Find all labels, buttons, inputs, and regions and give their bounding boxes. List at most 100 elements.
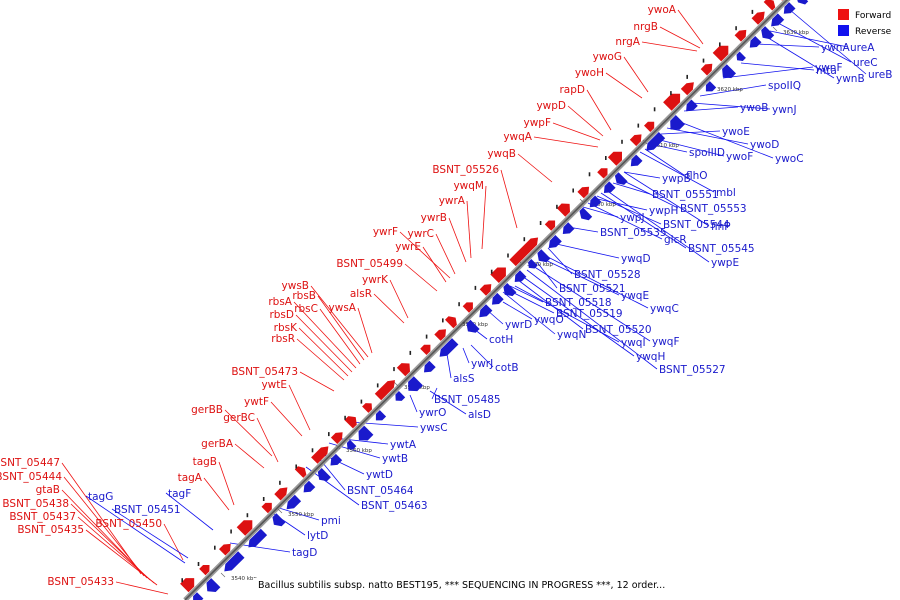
reverse-leader-line [617,177,679,209]
reverse-gene-label: spoIIID [689,147,725,159]
forward-leader-line [605,72,643,99]
reverse-gene-arrow [303,480,316,493]
reverse-gene-label: flhP [711,221,731,233]
forward-leader-line [296,338,345,381]
reverse-gene-label: alsS [453,373,475,385]
reverse-leader-line [596,195,662,225]
forward-gene-label: ywqM [453,180,484,192]
forward-leader-line [224,409,273,457]
reverse-gene-arrow [783,2,796,14]
forward-gene-label: gerBC [223,412,255,424]
feature-marker [393,367,395,372]
reverse-gene-arrow [439,338,459,357]
forward-leader-line [256,417,279,463]
forward-gene-label: ywrB [421,212,447,224]
reverse-gene-arrow [686,99,698,112]
reverse-gene-arrow [537,249,551,263]
reverse-gene-arrow [562,222,575,234]
forward-gene-label: BSNT_05435 [17,524,84,536]
reverse-gene-arrow [375,410,387,421]
forward-leader-line [373,293,405,324]
forward-leader-line [500,169,518,229]
forward-leader-line [422,246,447,283]
forward-leader-line [299,371,335,392]
reverse-gene-label: ywqN [557,329,586,341]
feature-marker [425,334,428,339]
forward-swatch [838,9,849,20]
reverse-gene-label: BSNT_05528 [574,269,641,281]
forward-gene-label: BSNT_05526 [432,164,499,176]
forward-gene-label: ywrC [408,228,434,240]
reverse-gene-arrow [479,304,493,318]
reverse-gene-arrow [797,0,809,5]
forward-gene-label: gtaB [36,484,60,496]
reverse-leader-line [165,492,214,531]
tick-mark [642,139,648,145]
forward-gene-arrow [374,380,395,401]
gene-labels: BSNT_05433 BSNT_05435BSNT_05437BSNT_05438… [0,4,892,588]
reverse-gene-label: ywrJ [471,358,493,370]
forward-gene-arrow [509,237,539,267]
reverse-gene-arrow [722,64,736,79]
reverse-gene-label: cotH [489,334,513,346]
reverse-leader-line [521,275,635,357]
forward-leader-line [298,327,349,377]
tick-mark [220,572,226,578]
feature-marker [262,497,265,501]
forward-gene-arrow [577,186,590,199]
feature-marker [181,578,183,583]
reverse-gene-arrow [603,181,616,193]
forward-gene-label: rbsD [269,309,294,321]
reverse-leader-line [429,390,467,415]
forward-gene-arrow [362,403,372,413]
tick-mark [335,444,341,450]
reverse-leader-line [536,261,558,289]
forward-leader-line [404,263,438,292]
reverse-gene-arrow [424,360,436,373]
forward-leader-line [115,581,169,595]
forward-gene-label: rbsC [294,303,318,315]
reverse-gene-label: BSNT_05464 [347,485,414,497]
feature-marker [442,318,444,323]
reverse-gene-label: ywoC [775,153,804,165]
feature-marker [311,448,314,453]
reverse-gene-label: ywtB [382,453,408,465]
forward-gene-label: ywsA [329,302,357,314]
reverse-gene-label: ywqI [621,337,646,349]
reverse-gene-label: ywqC [650,303,679,315]
forward-gene-arrow [434,329,446,341]
feature-marker [474,285,477,290]
forward-gene-arrow [294,466,307,478]
forward-gene-arrow [420,344,431,355]
feature-marker [344,415,346,420]
forward-leader-line [293,301,357,369]
feature-marker [197,562,200,566]
feature-marker [507,253,509,258]
forward-gene-arrow [344,416,357,429]
reverse-gene-label: BSNT_05451 [114,504,181,516]
reverse-leader-line [699,84,767,97]
tick-label: 3600 kbp [590,202,616,208]
reverse-gene-label: BSNT_05519 [556,308,623,320]
reverse-gene-arrow [579,207,593,221]
reverse-gene-label: flhO [686,170,708,182]
reverse-gene-label: ywnB [836,73,865,85]
feature-marker [702,58,705,63]
tick-label: 3540 kbp [231,576,257,582]
reverse-gene-label: ywoE [722,126,750,138]
reverse-leader-line [666,127,749,145]
reverse-gene-arrow [548,235,562,249]
reverse-leader-line [462,347,470,364]
reverse-leader-line [587,202,663,240]
forward-leader-line [623,56,649,93]
forward-gene-label: rbsB [292,290,316,302]
reverse-leader-line [111,508,189,559]
reverse-gene-label: BSNT_05551 [652,189,719,201]
forward-gene-arrow [544,220,556,231]
forward-gene-arrow [199,565,210,576]
forward-leader-line [641,41,698,52]
reverse-gene-label: BSNT_05535 [600,227,667,239]
tick-mark [277,508,283,514]
forward-gene-label: ywqA [503,131,532,143]
reverse-gene-label: BSNT_05527 [659,364,726,376]
